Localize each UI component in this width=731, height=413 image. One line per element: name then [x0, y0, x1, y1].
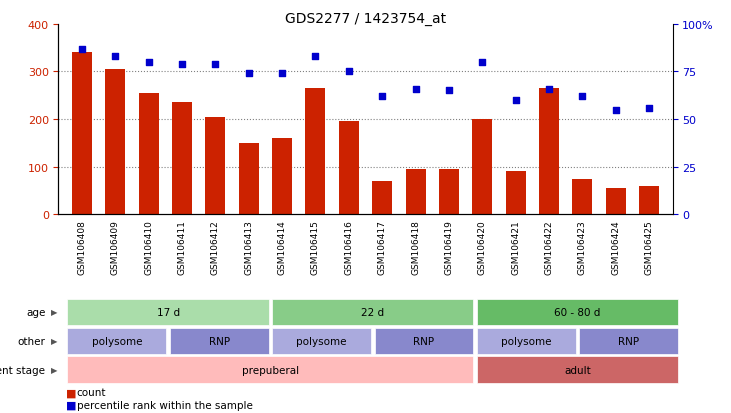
Point	[543, 86, 555, 93]
Text: RNP: RNP	[618, 336, 639, 346]
Text: prepuberal: prepuberal	[242, 365, 299, 375]
Bar	[272, 139, 292, 215]
Point	[110, 54, 121, 60]
Point	[477, 59, 488, 66]
FancyBboxPatch shape	[67, 356, 474, 382]
Bar	[439, 170, 459, 215]
Text: count: count	[77, 387, 106, 397]
Point	[276, 71, 288, 78]
Bar	[139, 94, 159, 215]
Bar	[338, 122, 359, 215]
Text: polysome: polysome	[296, 336, 347, 346]
Text: age: age	[26, 307, 45, 317]
FancyBboxPatch shape	[170, 328, 269, 354]
Point	[610, 107, 621, 114]
Bar	[472, 120, 492, 215]
Bar	[506, 172, 526, 215]
Point	[310, 54, 322, 60]
Bar	[639, 186, 659, 215]
Point	[577, 94, 588, 100]
FancyBboxPatch shape	[67, 328, 167, 354]
Text: ■: ■	[66, 387, 76, 397]
Bar	[205, 117, 225, 215]
Text: adult: adult	[564, 365, 591, 375]
Text: development stage: development stage	[0, 365, 45, 375]
FancyBboxPatch shape	[272, 299, 474, 325]
Point	[243, 71, 254, 78]
Point	[210, 62, 221, 68]
FancyBboxPatch shape	[477, 356, 678, 382]
Bar	[372, 182, 393, 215]
Point	[643, 105, 655, 112]
Text: RNP: RNP	[414, 336, 434, 346]
Bar	[72, 53, 92, 215]
Bar	[606, 189, 626, 215]
Text: GDS2277 / 1423754_at: GDS2277 / 1423754_at	[285, 12, 446, 26]
Point	[343, 69, 355, 76]
Bar	[172, 103, 192, 215]
Bar	[406, 170, 425, 215]
Text: 60 - 80 d: 60 - 80 d	[554, 307, 601, 317]
Bar	[539, 89, 559, 215]
Text: 17 d: 17 d	[156, 307, 180, 317]
FancyBboxPatch shape	[67, 299, 269, 325]
Bar	[572, 179, 592, 215]
Text: polysome: polysome	[91, 336, 143, 346]
Point	[443, 88, 455, 95]
Text: ■: ■	[66, 400, 76, 410]
Point	[510, 97, 521, 104]
FancyBboxPatch shape	[272, 328, 371, 354]
FancyBboxPatch shape	[477, 299, 678, 325]
Point	[409, 86, 421, 93]
Point	[376, 94, 388, 100]
Text: percentile rank within the sample: percentile rank within the sample	[77, 400, 253, 410]
Text: ▶: ▶	[51, 336, 58, 345]
Bar	[105, 70, 125, 215]
Bar	[239, 144, 259, 215]
Point	[143, 59, 154, 66]
Text: 22 d: 22 d	[361, 307, 385, 317]
FancyBboxPatch shape	[477, 328, 576, 354]
Point	[176, 62, 188, 68]
Text: ▶: ▶	[51, 365, 58, 374]
FancyBboxPatch shape	[374, 328, 474, 354]
Bar	[306, 89, 325, 215]
Text: other: other	[18, 336, 45, 346]
Text: polysome: polysome	[501, 336, 552, 346]
Text: RNP: RNP	[209, 336, 230, 346]
Point	[76, 46, 88, 53]
FancyBboxPatch shape	[579, 328, 678, 354]
Text: ▶: ▶	[51, 307, 58, 316]
